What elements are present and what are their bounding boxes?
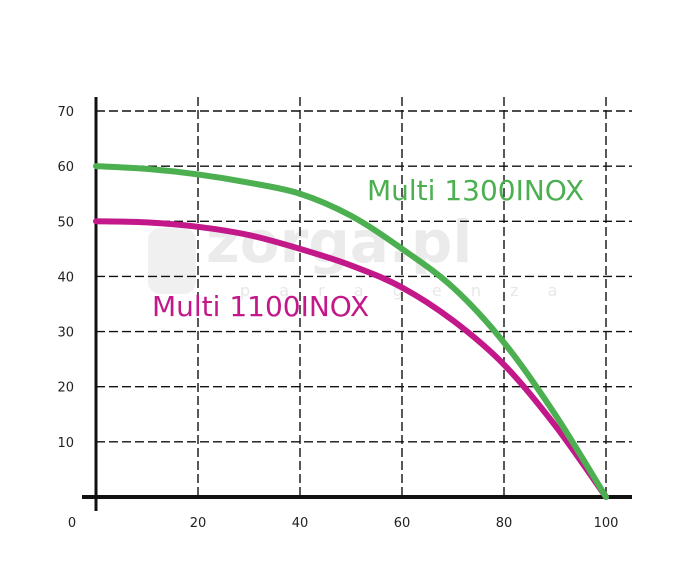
- series-labels: Multi 1300INOX Multi 1100INOX: [152, 174, 584, 323]
- x-tick-label: 80: [496, 516, 513, 531]
- x-tick-label: 100: [594, 516, 619, 531]
- series-lines: [93, 163, 609, 500]
- y-tick-label: 20: [57, 381, 74, 396]
- x-tick-label: 40: [292, 516, 309, 531]
- x-tick-label: 20: [190, 516, 207, 531]
- y-tick-label: 30: [57, 326, 74, 341]
- series-label-1: Multi 1300INOX: [367, 174, 584, 207]
- y-tick-label: 60: [57, 160, 74, 175]
- y-tick-label: 50: [57, 215, 74, 230]
- watermark-text: zorga.pl: [206, 208, 472, 276]
- origin-label: 0: [68, 516, 76, 531]
- y-tick-label: 40: [57, 270, 74, 285]
- series-line-1: [93, 163, 609, 500]
- watermark-subtext: p a r a g e n z a: [240, 281, 569, 300]
- y-tick-label: 70: [57, 105, 74, 120]
- x-tick-label: 60: [394, 516, 411, 531]
- watermark-logo: [148, 228, 196, 294]
- series-label-2: Multi 1100INOX: [152, 290, 369, 323]
- y-tick-label: 10: [57, 436, 74, 451]
- grid: [96, 97, 632, 497]
- series-line-2: [93, 218, 609, 500]
- tick-labels: 10 20 30 40 50 60 70 20 40 60 80 100 0: [57, 105, 618, 531]
